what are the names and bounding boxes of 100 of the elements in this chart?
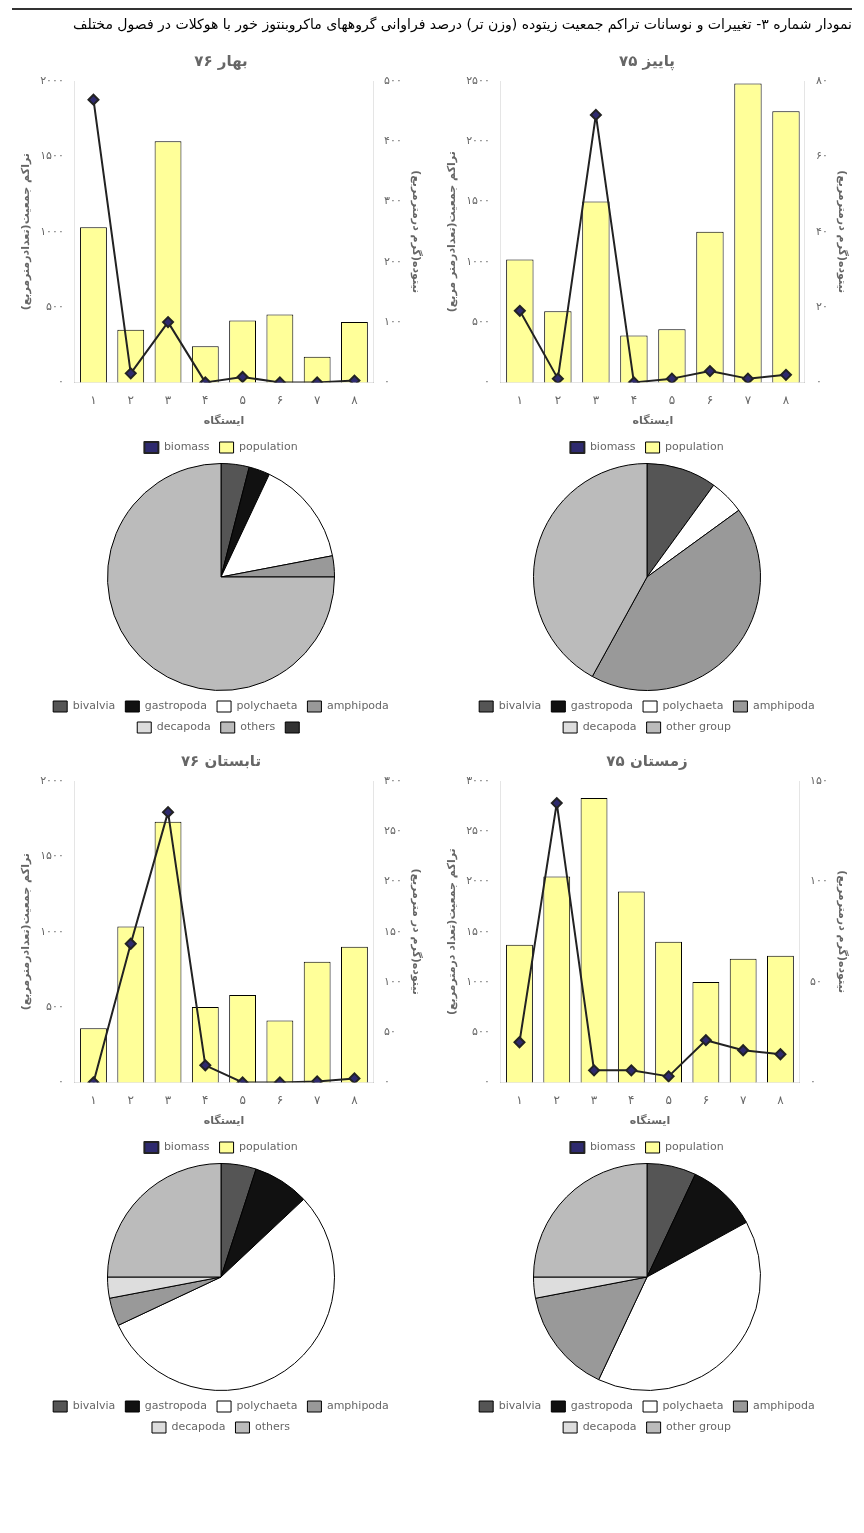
point: [774, 1048, 787, 1061]
point: [588, 1064, 601, 1077]
y2-tick-label: ۴۰: [815, 224, 828, 238]
y-tick-label: ۰: [57, 1075, 64, 1089]
y2-tick-label: ۱۵۰: [810, 773, 828, 787]
x-tick-label: ۸: [777, 1092, 785, 1107]
y-tick-label: ۰: [483, 1075, 490, 1089]
legend-label: decapoda: [582, 1420, 637, 1434]
point: [348, 1072, 361, 1083]
legend-label: polychaeta: [662, 699, 724, 713]
x-tick-label: ۸: [351, 392, 359, 407]
x-tick-label: ۸: [782, 392, 790, 407]
x-tick-label: ۳: [590, 1092, 598, 1107]
y2-axis-title: نیتوده(گرم در مترمربع): [409, 868, 423, 995]
legend-label: amphipoda: [326, 699, 389, 713]
x-tick-label: ۲: [554, 392, 562, 407]
y-tick-label: ۲۰۰۰: [466, 874, 490, 888]
y2-tick-label: ۲۰۰: [384, 254, 402, 268]
point: [665, 372, 678, 383]
legend-label: polychaeta: [236, 699, 298, 713]
legend-label: polychaeta: [236, 1399, 298, 1413]
point: [162, 806, 175, 819]
x-tick-label: ۳: [592, 392, 600, 407]
legend-label: other group: [666, 1420, 731, 1434]
y-tick-label: ۲۰۰۰: [40, 773, 64, 787]
x-tick-label: ۷: [739, 1092, 747, 1107]
legend-label: population: [239, 440, 298, 454]
y-tick-label: ۲۰۰۰: [40, 73, 64, 87]
x-tick-label: ۳: [164, 1092, 172, 1107]
x-tick-label: ۲: [127, 1092, 134, 1107]
y-tick-label: ۱۰۰۰: [466, 254, 490, 268]
y-tick-label: ۳۰۰۰: [466, 773, 490, 787]
x-tick-label: ۲: [127, 392, 134, 407]
legend-label: biomass: [589, 1140, 636, 1154]
legend-label: other group: [666, 720, 731, 734]
point: [124, 937, 137, 950]
x-tick-label: ۱: [90, 1092, 97, 1107]
x-tick-label: ۷: [313, 392, 321, 407]
legend-label: decapoda: [156, 720, 211, 734]
y2-tick-label: ۱۵۰: [384, 924, 402, 938]
x-axis-title: ایستگاه: [203, 1114, 245, 1128]
x-tick-label: ۶: [276, 392, 284, 407]
y-tick-label: ۱۵۰۰: [40, 149, 64, 163]
point: [589, 108, 602, 121]
legend-label: gastropoda: [570, 1399, 634, 1413]
legend-label: bivalvia: [498, 699, 542, 713]
y2-tick-label: ۲۰: [815, 299, 828, 313]
y-tick-label: ۵۰۰: [472, 1025, 490, 1039]
y2-tick-label: ۵۰۰: [384, 73, 402, 87]
legend-label: decapoda: [582, 720, 637, 734]
y2-tick-label: ۴۰۰: [384, 134, 402, 148]
y-axis-title: تراکم جمعیت(تعداد درمترمربع): [445, 848, 459, 1016]
y2-tick-label: ۱۰۰: [384, 314, 402, 328]
legend-label: amphipoda: [326, 1399, 389, 1413]
y2-tick-label: ۵۰: [384, 1025, 396, 1039]
x-axis-title: ایستگاه: [629, 1114, 671, 1128]
x-axis-title: ایستگاه: [632, 414, 674, 428]
x-tick-label: ۴: [202, 1092, 209, 1107]
y-tick-label: ۲۵۰۰: [466, 824, 490, 838]
legend-label: bivalvia: [72, 1399, 116, 1413]
y-tick-label: ۱۵۰۰: [466, 194, 490, 208]
y-axis-title: تراکم جمعیت(تعدادرمترمربع): [19, 853, 33, 1011]
point: [625, 1064, 638, 1077]
point: [741, 372, 754, 383]
x-tick-label: ۱: [516, 1092, 523, 1107]
y2-tick-label: ۰: [384, 375, 390, 389]
legend-label: others: [254, 1420, 291, 1434]
point: [236, 370, 249, 383]
point: [737, 1044, 750, 1057]
legend-label: polychaeta: [662, 1399, 724, 1413]
point: [703, 365, 716, 378]
point: [662, 1070, 675, 1083]
legend-label: population: [665, 1140, 724, 1154]
y2-tick-label: ۲۰۰: [384, 874, 402, 888]
legend-label: amphipoda: [752, 1399, 815, 1413]
x-tick-label: ۴: [628, 1092, 635, 1107]
y-tick-label: ۱۵۰۰: [466, 924, 490, 938]
x-tick-label: ۵: [665, 1092, 672, 1107]
y-tick-label: ۰: [57, 375, 64, 389]
legend-label: population: [665, 440, 724, 454]
y2-tick-label: ۱۰۰: [810, 874, 828, 888]
y2-tick-label: ۰: [810, 1075, 816, 1089]
legend-label: bivalvia: [72, 699, 116, 713]
y2-tick-label: ۱۰۰: [384, 974, 402, 988]
y2-tick-label: ۰: [815, 375, 822, 389]
x-tick-label: ۴: [630, 392, 638, 407]
y2-tick-label: ۳۰۰: [384, 773, 402, 787]
y-tick-label: ۵۰۰: [472, 314, 490, 328]
legend-label: gastropoda: [144, 1399, 208, 1413]
x-tick-label: ۸: [351, 1092, 359, 1107]
y2-tick-label: ۰: [384, 1075, 390, 1089]
x-tick-label: ۵: [239, 1092, 246, 1107]
y2-tick-label: ۵۰: [810, 974, 822, 988]
point: [513, 1036, 526, 1049]
chart-title: زمستان ۷۵: [606, 751, 688, 770]
x-axis-title: ایستگاه: [203, 414, 245, 428]
x-tick-label: ۷: [313, 1092, 321, 1107]
point: [551, 372, 564, 383]
y-axis-title: تراکم جمعیت(تعدادرمترمربع): [19, 153, 33, 311]
y-tick-label: ۲۵۰۰: [466, 73, 490, 87]
